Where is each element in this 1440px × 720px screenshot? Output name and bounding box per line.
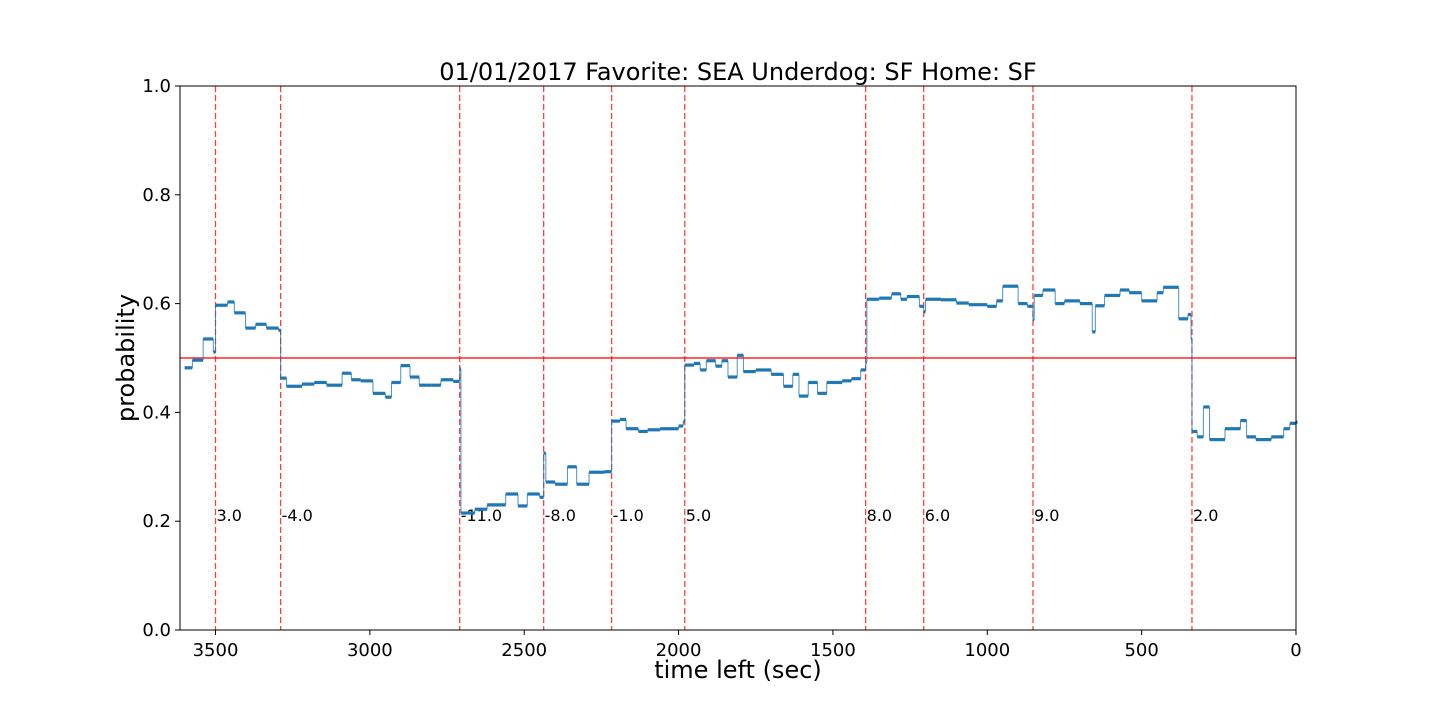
x-tick-label: 500 (1124, 640, 1158, 661)
y-tick-label: 0.2 (142, 511, 171, 532)
x-tick-label: 3000 (347, 640, 393, 661)
event-label: 9.0 (1034, 506, 1059, 525)
event-label: -1.0 (613, 506, 644, 525)
y-tick-label: 0.4 (142, 402, 171, 423)
event-label: 8.0 (867, 506, 892, 525)
y-axis-label: probability (112, 294, 140, 422)
y-tick-label: 0.0 (142, 620, 171, 641)
event-label: -11.0 (461, 506, 502, 525)
event-label: 2.0 (1193, 506, 1218, 525)
event-label: -8.0 (545, 506, 576, 525)
y-tick-label: 1.0 (142, 76, 171, 97)
event-label: 5.0 (686, 506, 711, 525)
chart-title: 01/01/2017 Favorite: SEA Underdog: SF Ho… (439, 58, 1036, 86)
plot-frame (179, 85, 1297, 631)
x-tick-label: 2500 (501, 640, 547, 661)
event-label: 6.0 (925, 506, 950, 525)
x-tick-label: 2000 (656, 640, 702, 661)
y-tick-label: 0.8 (142, 185, 171, 206)
x-tick-label: 1500 (810, 640, 856, 661)
event-label: -4.0 (282, 506, 313, 525)
x-tick-label: 1000 (964, 640, 1010, 661)
x-tick-label: 0 (1290, 640, 1301, 661)
event-label: 3.0 (217, 506, 242, 525)
x-axis-label: time left (sec) (654, 656, 822, 684)
x-tick-label: 3500 (193, 640, 239, 661)
y-tick-label: 0.6 (142, 294, 171, 315)
